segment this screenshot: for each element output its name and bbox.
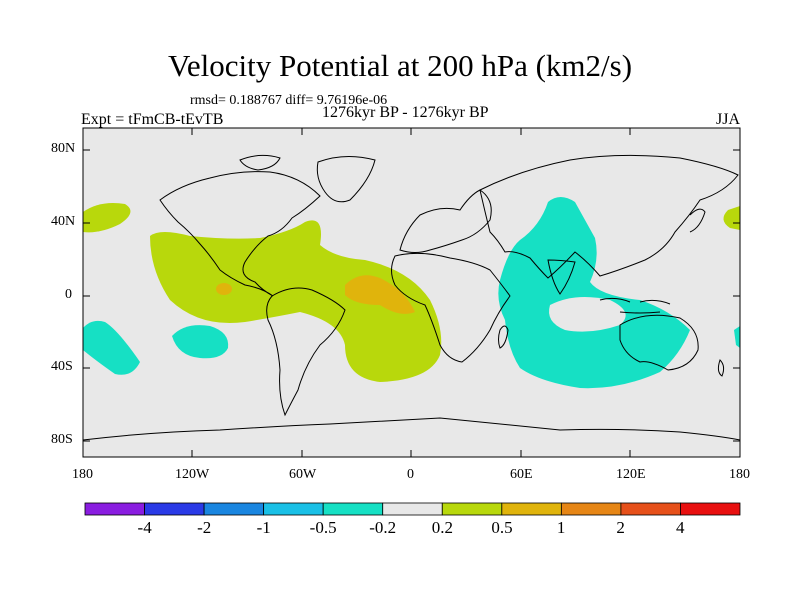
colorbar-box — [203, 502, 265, 516]
lat-ticks — [83, 149, 740, 442]
colorbar-box — [560, 502, 622, 516]
colorbar-box — [620, 502, 681, 516]
lat-label-0: 0 — [65, 287, 72, 302]
colorbar-label: 0.5 — [491, 518, 513, 537]
lon-label-60e: 60E — [510, 467, 533, 482]
lon-label-180e: 180 — [729, 467, 750, 482]
colorbar-label: -0.5 — [309, 518, 337, 537]
colorbar-box — [441, 502, 503, 516]
negative-region-indian — [498, 197, 690, 389]
lon-label-60w: 60W — [289, 467, 317, 482]
lon-label-180w: 180 — [72, 467, 93, 482]
colorbar-label: 2 — [616, 518, 625, 537]
lon-label-120w: 120W — [175, 467, 210, 482]
lat-label-40n: 40N — [51, 214, 76, 229]
colorbar-label: 0.2 — [431, 518, 454, 537]
colorbar-box — [84, 502, 145, 516]
colorbar-label: -4 — [137, 518, 152, 537]
season-label: JJA — [716, 111, 741, 128]
colorbar — [84, 502, 741, 516]
positive-region-nepacific — [83, 203, 131, 233]
positive-core-pacific — [216, 283, 232, 295]
colorbar-box — [382, 502, 443, 516]
colorbar-label: -1 — [256, 518, 271, 537]
positive-region-eastedge — [723, 206, 740, 230]
stats-text: rmsd= 0.188767 diff= 9.76196e-06 — [190, 93, 388, 108]
colorbar-box — [680, 502, 741, 516]
negative-region-spacific — [172, 325, 229, 359]
positive-core-atlantic — [345, 275, 415, 314]
lat-label-80n: 80N — [51, 141, 76, 156]
negative-region-eastedge — [734, 326, 740, 348]
lon-label-120e: 120E — [616, 467, 646, 482]
colorbar-label: -0.2 — [369, 518, 397, 537]
lat-label-40s: 40S — [51, 359, 73, 374]
page-title: Velocity Potential at 200 hPa (km2/s) — [167, 48, 633, 83]
colorbar-box — [144, 502, 205, 516]
coastlines — [82, 154, 741, 441]
colorbar-label: 1 — [556, 518, 566, 537]
lon-ticks — [82, 128, 741, 457]
colorbar-label: 4 — [675, 518, 685, 537]
period-label: 1276kyr BP - 1276kyr BP — [322, 104, 489, 121]
colorbar-box — [501, 502, 562, 516]
lat-label-80s: 80S — [51, 432, 73, 447]
positive-region-atlantic — [150, 220, 442, 382]
colorbar-box — [322, 502, 384, 516]
experiment-label: Expt = tFmCB-tEvTB — [81, 111, 224, 128]
colorbar-label: -2 — [197, 518, 212, 537]
colorbar-box — [263, 502, 324, 516]
contour-fills — [83, 197, 740, 389]
negative-region-swpacific — [83, 320, 140, 375]
lon-label-0: 0 — [407, 467, 414, 482]
